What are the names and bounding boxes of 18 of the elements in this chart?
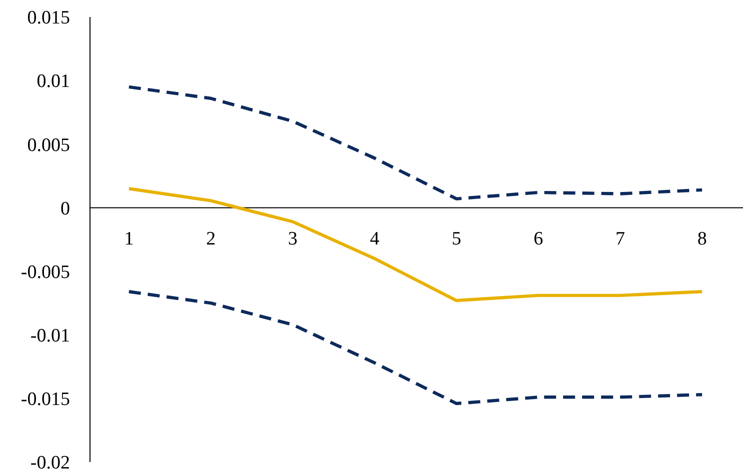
- line-series: [127, 85, 704, 200]
- y-tick-label: 0.01: [36, 71, 70, 92]
- y-tick-label: 0: [60, 198, 70, 220]
- y-tick-label: -0.02: [30, 452, 70, 472]
- x-tick-label: 7: [615, 228, 625, 250]
- x-tick-label: 2: [206, 228, 216, 250]
- y-tick-label: 0.005: [27, 134, 70, 156]
- y-tick-label: -0.015: [20, 389, 70, 410]
- x-tick-label: 4: [370, 228, 380, 250]
- x-tick-label: 1: [124, 228, 134, 250]
- y-tick-label: -0.005: [20, 262, 70, 283]
- y-tick-label: 0.015: [27, 8, 70, 29]
- line-series: [127, 290, 704, 406]
- y-tick-label: -0.01: [30, 326, 70, 347]
- x-tick-label: 5: [452, 228, 462, 250]
- x-tick-label: 3: [288, 228, 298, 250]
- x-tick-label: 6: [534, 228, 544, 250]
- x-tick-label: 8: [697, 228, 707, 250]
